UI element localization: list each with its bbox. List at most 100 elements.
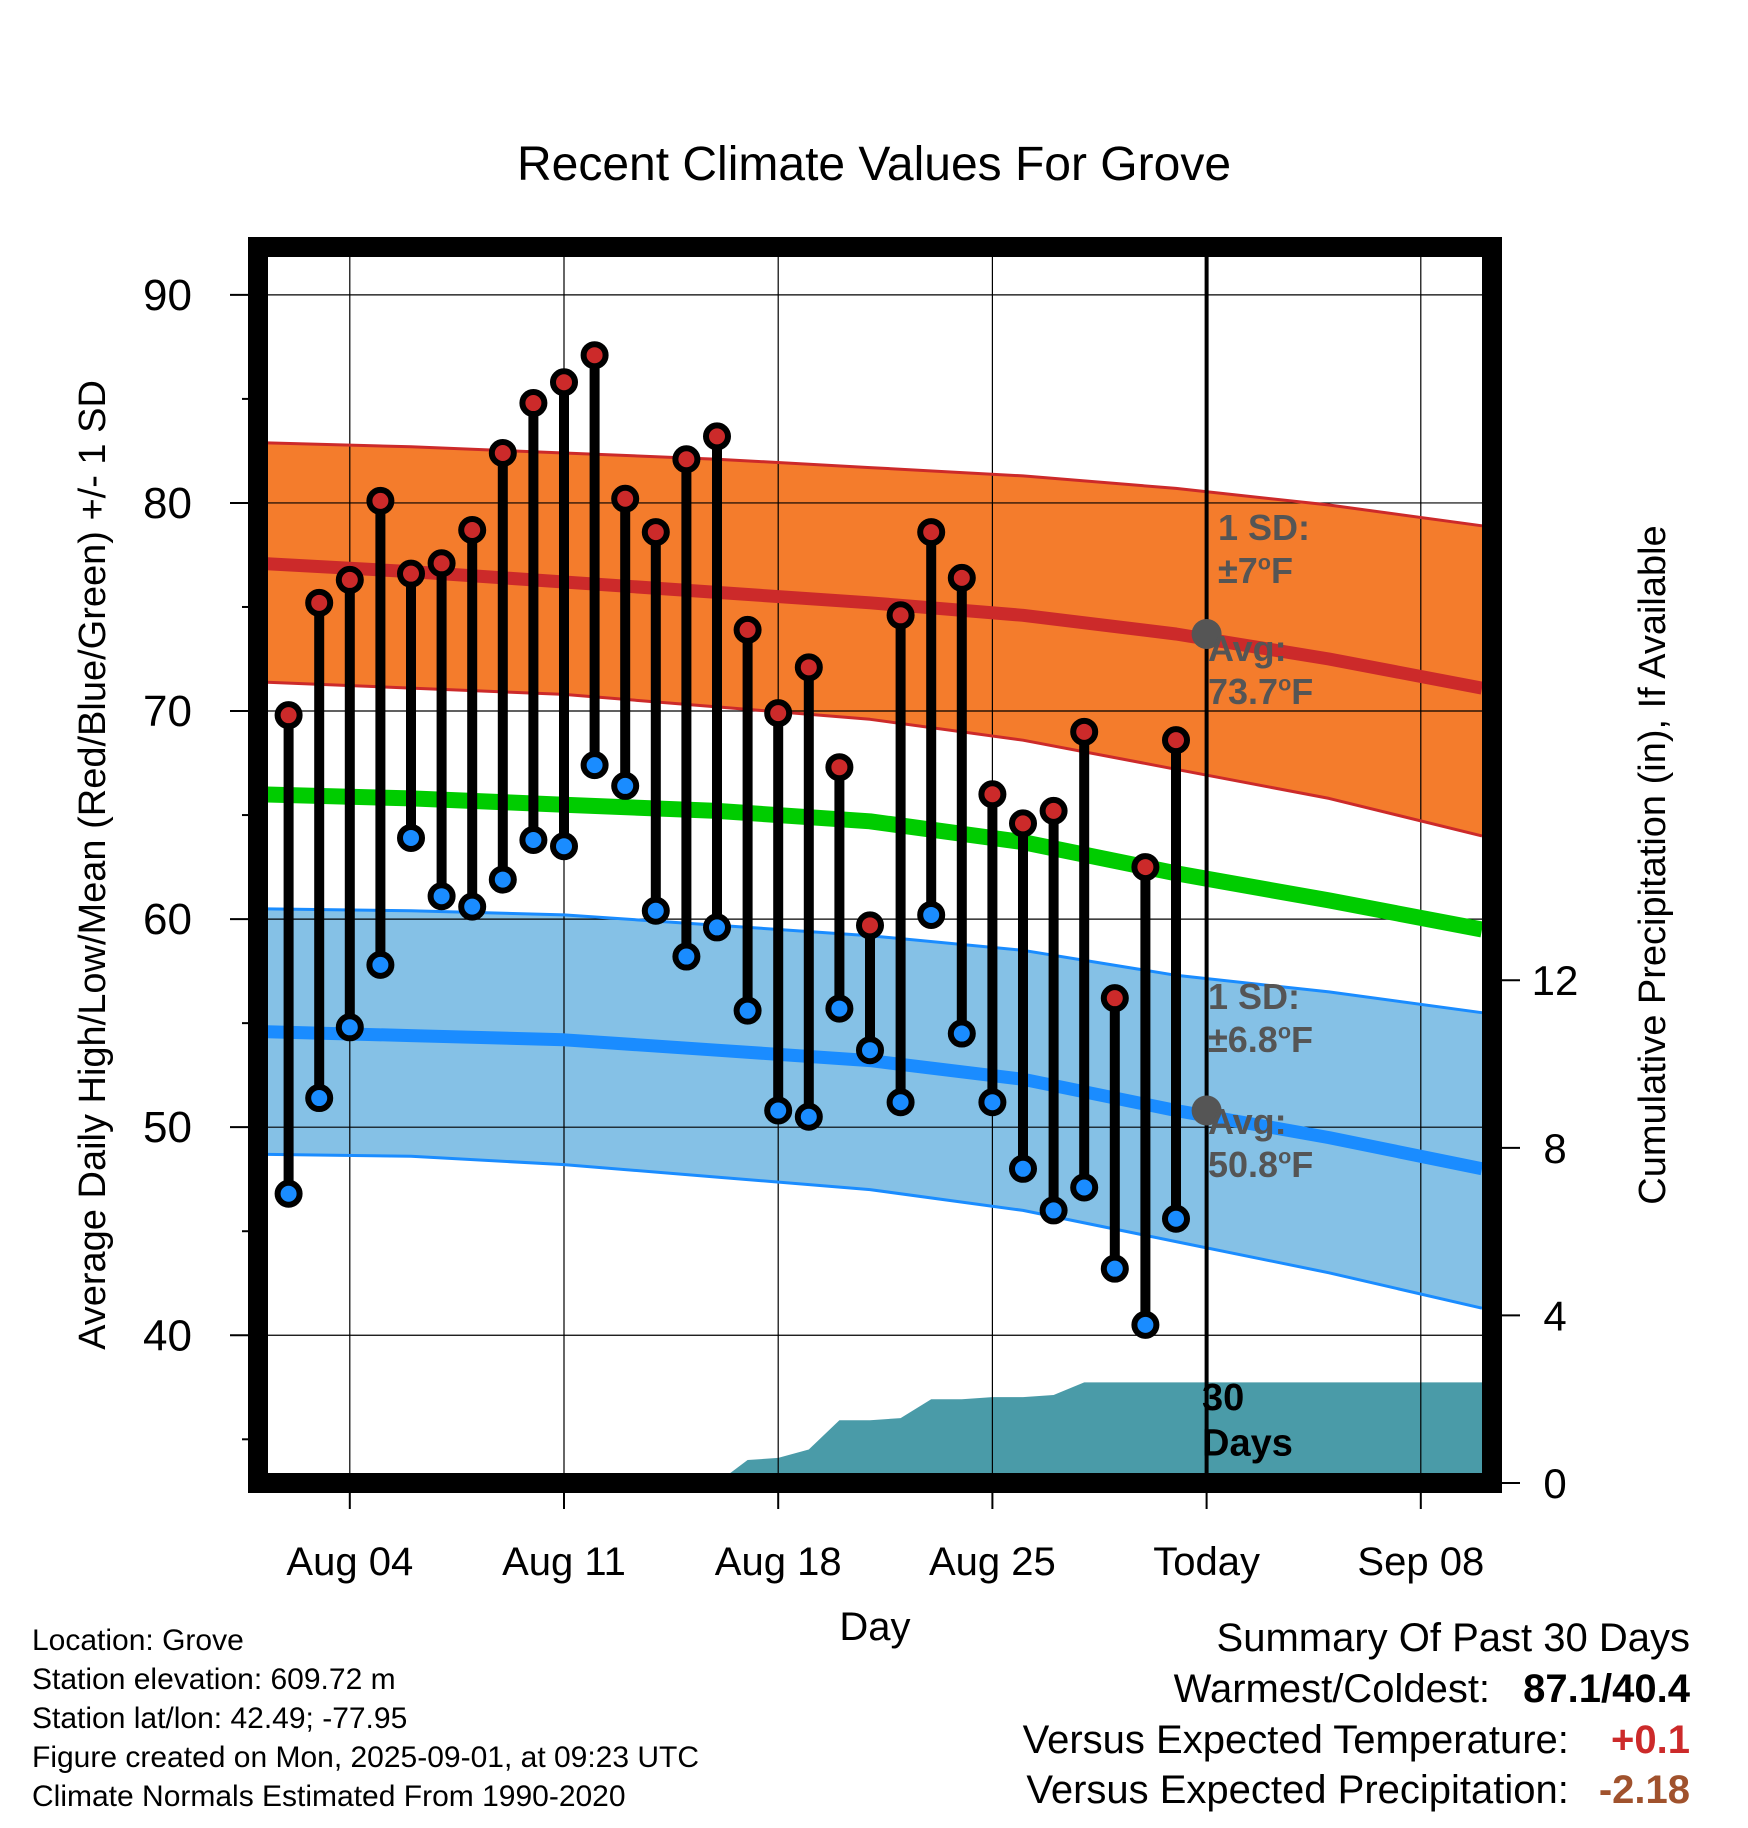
low-point <box>335 1013 364 1042</box>
meta-latlon: Station lat/lon: 42.49; -77.95 <box>32 1702 408 1735</box>
y-tick-label: 50 <box>143 1103 192 1152</box>
high-point <box>458 515 487 544</box>
low-point <box>305 1084 334 1113</box>
low-point <box>641 896 670 925</box>
high-point <box>1039 796 1068 825</box>
low-point <box>947 1019 976 1048</box>
low-point <box>856 1036 884 1065</box>
high-point <box>947 563 976 592</box>
high-point <box>794 653 823 682</box>
x-tick-label: Aug 04 <box>286 1540 413 1584</box>
y2-tick-label: 8 <box>1543 1125 1566 1172</box>
low-point <box>427 882 456 911</box>
summary-precip-label: Versus Expected Precipitation: <box>1026 1768 1569 1812</box>
meta-elevation: Station elevation: 609.72 m <box>32 1663 396 1696</box>
chart-title: Recent Climate Values For Grove <box>517 138 1231 191</box>
meta-location: Location: Grove <box>32 1624 244 1657</box>
low-point <box>611 771 640 800</box>
high-point <box>978 780 1007 809</box>
today-high-avg-marker <box>1191 619 1222 650</box>
y2-tick-label: 4 <box>1543 1292 1566 1339</box>
low-point <box>580 751 609 780</box>
low-minus-sd-line <box>257 1152 1483 1310</box>
annotation-high-sd: 1 SD: ±7oF <box>1218 507 1310 591</box>
summary-warm-cold-value: 87.1/40.4 <box>1523 1667 1690 1711</box>
high-point <box>703 422 731 451</box>
low-point <box>458 892 487 921</box>
meta-normals: Climate Normals Estimated From 1990-2020 <box>32 1780 626 1813</box>
low-point <box>1039 1196 1068 1225</box>
high-point <box>917 518 946 547</box>
precip-fill <box>717 1382 1482 1483</box>
annotation-low-avg: Avg: 50.8oF <box>1208 1101 1313 1185</box>
low-point <box>1070 1173 1099 1202</box>
high-plus-sd-line <box>257 441 1483 528</box>
low-point <box>1131 1310 1160 1339</box>
low-point <box>519 826 548 855</box>
high-point <box>397 559 425 588</box>
summary-warm-cold-label: Warmest/Coldest: <box>1173 1667 1491 1711</box>
x-axis-label: Day <box>839 1605 910 1649</box>
low-point <box>886 1088 915 1117</box>
high-point <box>611 484 640 513</box>
y-tick-label: 80 <box>143 479 192 528</box>
y2-axis-label: Cumulative Precipitation (in), If Availa… <box>1632 525 1674 1204</box>
high-point <box>550 368 578 397</box>
summary-temp: Versus Expected Temperature: +0.1 <box>1023 1718 1690 1763</box>
annotation-high-avg: Avg: 73.7oF <box>1208 628 1313 712</box>
low-point <box>794 1102 823 1131</box>
high-point <box>1100 984 1129 1013</box>
high-point <box>1131 853 1160 882</box>
high-point <box>764 699 793 728</box>
y-tick-label: 40 <box>143 1311 192 1360</box>
meta-created: Figure created on Mon, 2025-09-01, at 09… <box>32 1741 700 1774</box>
annotations: 1 SD: ±7oF Avg: 73.7oF 1 SD: ±6.8oF Avg: 50.8oF… <box>1191 507 1313 1465</box>
high-point <box>305 588 334 617</box>
low-point <box>397 823 425 852</box>
low-point <box>1162 1204 1190 1233</box>
high-minus-sd-line <box>257 680 1483 838</box>
high-point <box>886 601 915 630</box>
summary-temp-value: +0.1 <box>1611 1718 1690 1762</box>
high-point <box>580 341 609 370</box>
x-tick-label: Aug 18 <box>715 1540 842 1584</box>
x-tick-label: Aug 25 <box>929 1540 1056 1584</box>
annotation-30-days: 30 Days <box>1202 1377 1293 1465</box>
summary-title: Summary Of Past 30 Days <box>1216 1616 1690 1660</box>
high-point <box>335 565 364 594</box>
summary-precip-value: -2.18 <box>1598 1768 1690 1812</box>
high-point <box>366 486 395 515</box>
low-point <box>366 950 395 979</box>
low-point <box>488 865 517 894</box>
y-tick-label: 90 <box>143 271 192 320</box>
precip-area <box>717 1382 1482 1483</box>
high-point <box>825 753 854 782</box>
y2-tick-label: 0 <box>1543 1460 1566 1507</box>
high-point <box>672 445 701 474</box>
low-point <box>917 900 946 929</box>
axes <box>230 237 1520 1509</box>
x-tick-label: Today <box>1153 1540 1260 1584</box>
y-tick-label: 60 <box>143 895 192 944</box>
high-point <box>427 549 456 578</box>
high-point <box>1070 717 1099 746</box>
low-point <box>978 1088 1007 1117</box>
high-point <box>641 518 670 547</box>
plot-frame <box>248 237 1502 1493</box>
high-point <box>856 911 884 940</box>
axis-labels: 40 50 60 70 80 90 0 4 8 12 Aug 04 Aug 11 Aug 18 Aug 2… <box>72 138 1674 1649</box>
x-tick-label: Aug 11 <box>502 1540 626 1584</box>
annotation-low-sd: 1 SD: ±6.8oF <box>1208 976 1313 1060</box>
y-tick-label: 70 <box>143 687 192 736</box>
high-point <box>274 701 303 730</box>
low-point <box>825 994 854 1023</box>
summary-warm-cold: Warmest/Coldest: 87.1/40.4 <box>1174 1667 1690 1712</box>
daily-stems <box>283 355 1181 1325</box>
low-point <box>550 832 578 861</box>
y2-tick-label: 12 <box>1532 957 1579 1004</box>
low-point <box>1100 1254 1129 1283</box>
mean-line <box>257 786 1484 938</box>
low-point <box>703 913 731 942</box>
high-point <box>733 615 762 644</box>
